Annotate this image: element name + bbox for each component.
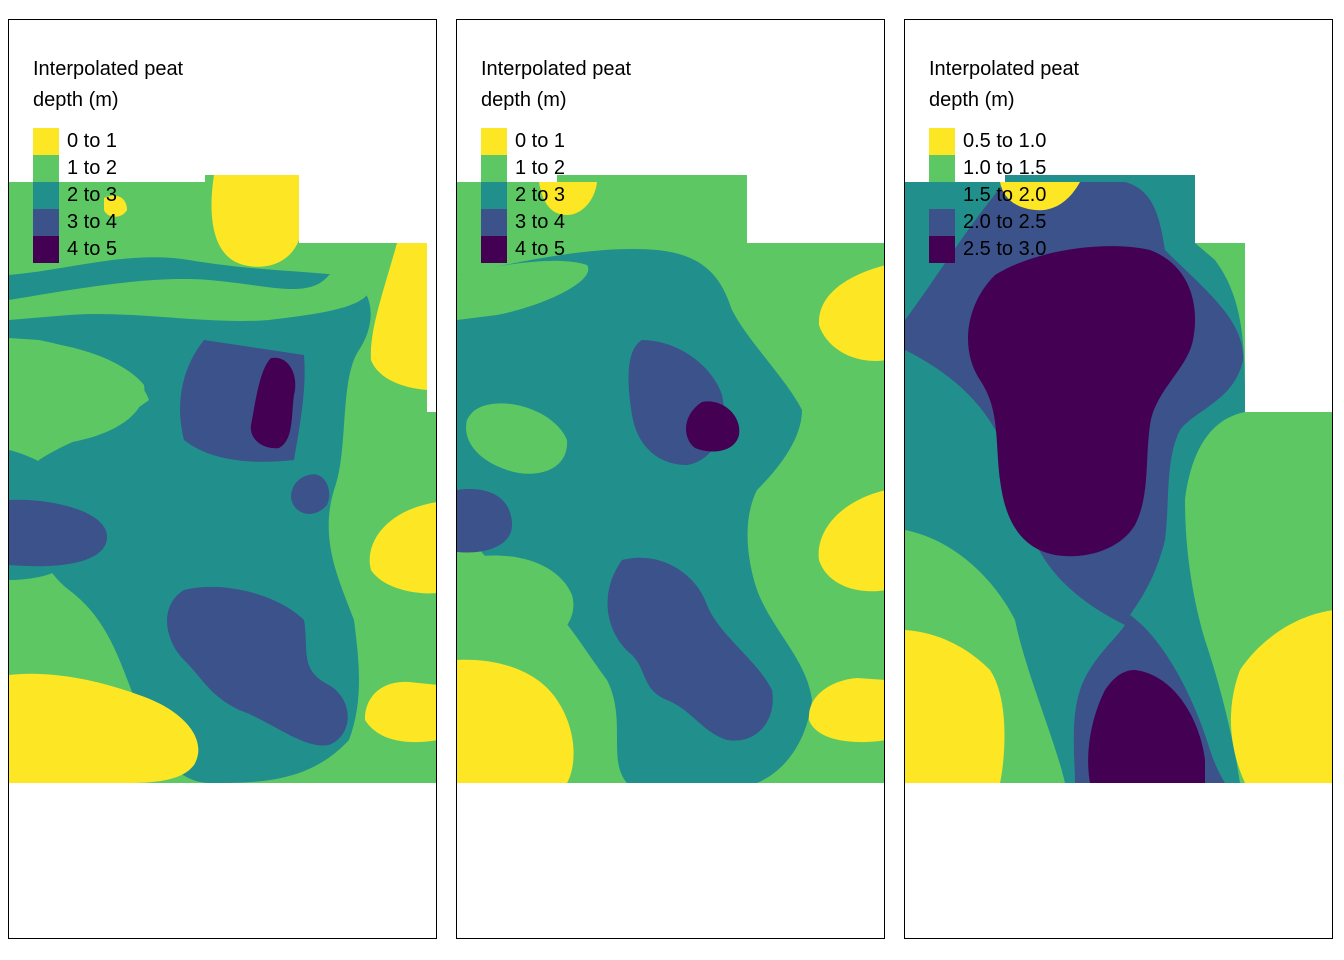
class-area: [457, 555, 574, 660]
class-area: [369, 502, 436, 594]
legend-item: 3 to 4: [481, 209, 671, 236]
legend-title: Interpolated peat depth (m): [481, 58, 632, 111]
legend-title: Interpolated peat depth (m): [929, 58, 1080, 111]
peat-depth-map-3: [905, 175, 1332, 783]
legend-swatch: [33, 209, 59, 236]
legend-item: 0 to 1: [481, 128, 671, 155]
legend-item: 2.5 to 3.0: [929, 236, 1119, 263]
class-area: [466, 403, 568, 474]
map-legend: Interpolated peat depth (m) 0 to 1 1 to …: [33, 54, 223, 263]
class-area: [457, 659, 574, 783]
class-area: [167, 586, 348, 746]
map-panel-1: Interpolated peat depth (m) 0 to 1 1 to …: [8, 19, 437, 939]
legend-item: 1 to 2: [33, 155, 223, 182]
class-area: [370, 243, 427, 390]
class-area: [1203, 412, 1332, 670]
legend-item: 0.5 to 1.0: [929, 128, 1119, 155]
legend-label: 3 to 4: [67, 211, 118, 233]
class-area: [211, 175, 299, 267]
legend-label: 1.0 to 1.5: [963, 157, 1047, 179]
class-area: [685, 401, 740, 452]
legend-swatch: [33, 182, 59, 209]
class-area: [1231, 610, 1332, 783]
legend-item: 0 to 1: [33, 128, 223, 155]
legend-label: 0.5 to 1.0: [963, 130, 1047, 152]
legend-swatch: [481, 182, 507, 209]
peat-depth-map-1: [9, 175, 436, 783]
legend-label: 1 to 2: [515, 157, 566, 179]
legend-label: 0 to 1: [67, 130, 118, 152]
legend-label: 3 to 4: [515, 211, 566, 233]
legend-item: 2 to 3: [481, 182, 671, 209]
legend-item: 4 to 5: [33, 236, 223, 263]
class-area: [291, 474, 330, 514]
legend-label: 4 to 5: [515, 238, 566, 260]
legend-item: 1.5 to 2.0: [929, 182, 1119, 209]
class-area: [9, 340, 145, 448]
map-legend: Interpolated peat depth (m) 0 to 1 1 to …: [481, 54, 671, 263]
class-area: [818, 490, 884, 592]
legend-label: 2.5 to 3.0: [963, 238, 1047, 260]
map-panel-3: Interpolated peat depth (m) 0.5 to 1.0 1…: [904, 19, 1333, 939]
legend-swatch: [33, 128, 59, 155]
legend-swatch: [481, 236, 507, 263]
class-area: [364, 681, 436, 743]
legend-item: 4 to 5: [481, 236, 671, 263]
legend-swatch: [929, 128, 955, 155]
legend-label: 1.5 to 2.0: [963, 184, 1047, 206]
legend-title: Interpolated peat depth (m): [33, 58, 184, 111]
class-area: [9, 499, 108, 567]
map-legend: Interpolated peat depth (m) 0.5 to 1.0 1…: [929, 54, 1119, 263]
legend-item: 1 to 2: [481, 155, 671, 182]
class-area: [457, 489, 512, 553]
legend-swatch: [33, 155, 59, 182]
class-area: [607, 557, 773, 741]
class-area: [818, 265, 884, 361]
class-area: [457, 260, 589, 320]
legend-item: 1.0 to 1.5: [929, 155, 1119, 182]
class-area: [968, 246, 1196, 557]
legend-item: 3 to 4: [33, 209, 223, 236]
class-area: [250, 357, 296, 449]
legend-swatch: [929, 236, 955, 263]
class-area: [1000, 182, 1080, 211]
legend-item: 2.0 to 2.5: [929, 209, 1119, 236]
legend-label: 2.0 to 2.5: [963, 211, 1047, 233]
legend-swatch: [929, 182, 955, 209]
class-area: [539, 182, 597, 215]
class-area: [1088, 670, 1205, 783]
legend-label: 2 to 3: [67, 184, 118, 206]
class-area: [905, 630, 1005, 783]
peat-depth-map-2: [457, 175, 884, 783]
class-area: [9, 673, 199, 783]
legend-swatch: [481, 209, 507, 236]
legend-label: 0 to 1: [515, 130, 566, 152]
legend-label: 4 to 5: [67, 238, 118, 260]
legend-label: 2 to 3: [515, 184, 566, 206]
legend-item: 2 to 3: [33, 182, 223, 209]
class-area: [9, 271, 368, 322]
legend-swatch: [929, 155, 955, 182]
class-area: [104, 195, 127, 217]
legend-swatch: [33, 236, 59, 263]
legend-swatch: [481, 128, 507, 155]
legend-swatch: [481, 155, 507, 182]
map-panel-2: Interpolated peat depth (m) 0 to 1 1 to …: [456, 19, 885, 939]
legend-swatch: [929, 209, 955, 236]
legend-label: 1 to 2: [67, 157, 118, 179]
class-area: [808, 678, 884, 743]
